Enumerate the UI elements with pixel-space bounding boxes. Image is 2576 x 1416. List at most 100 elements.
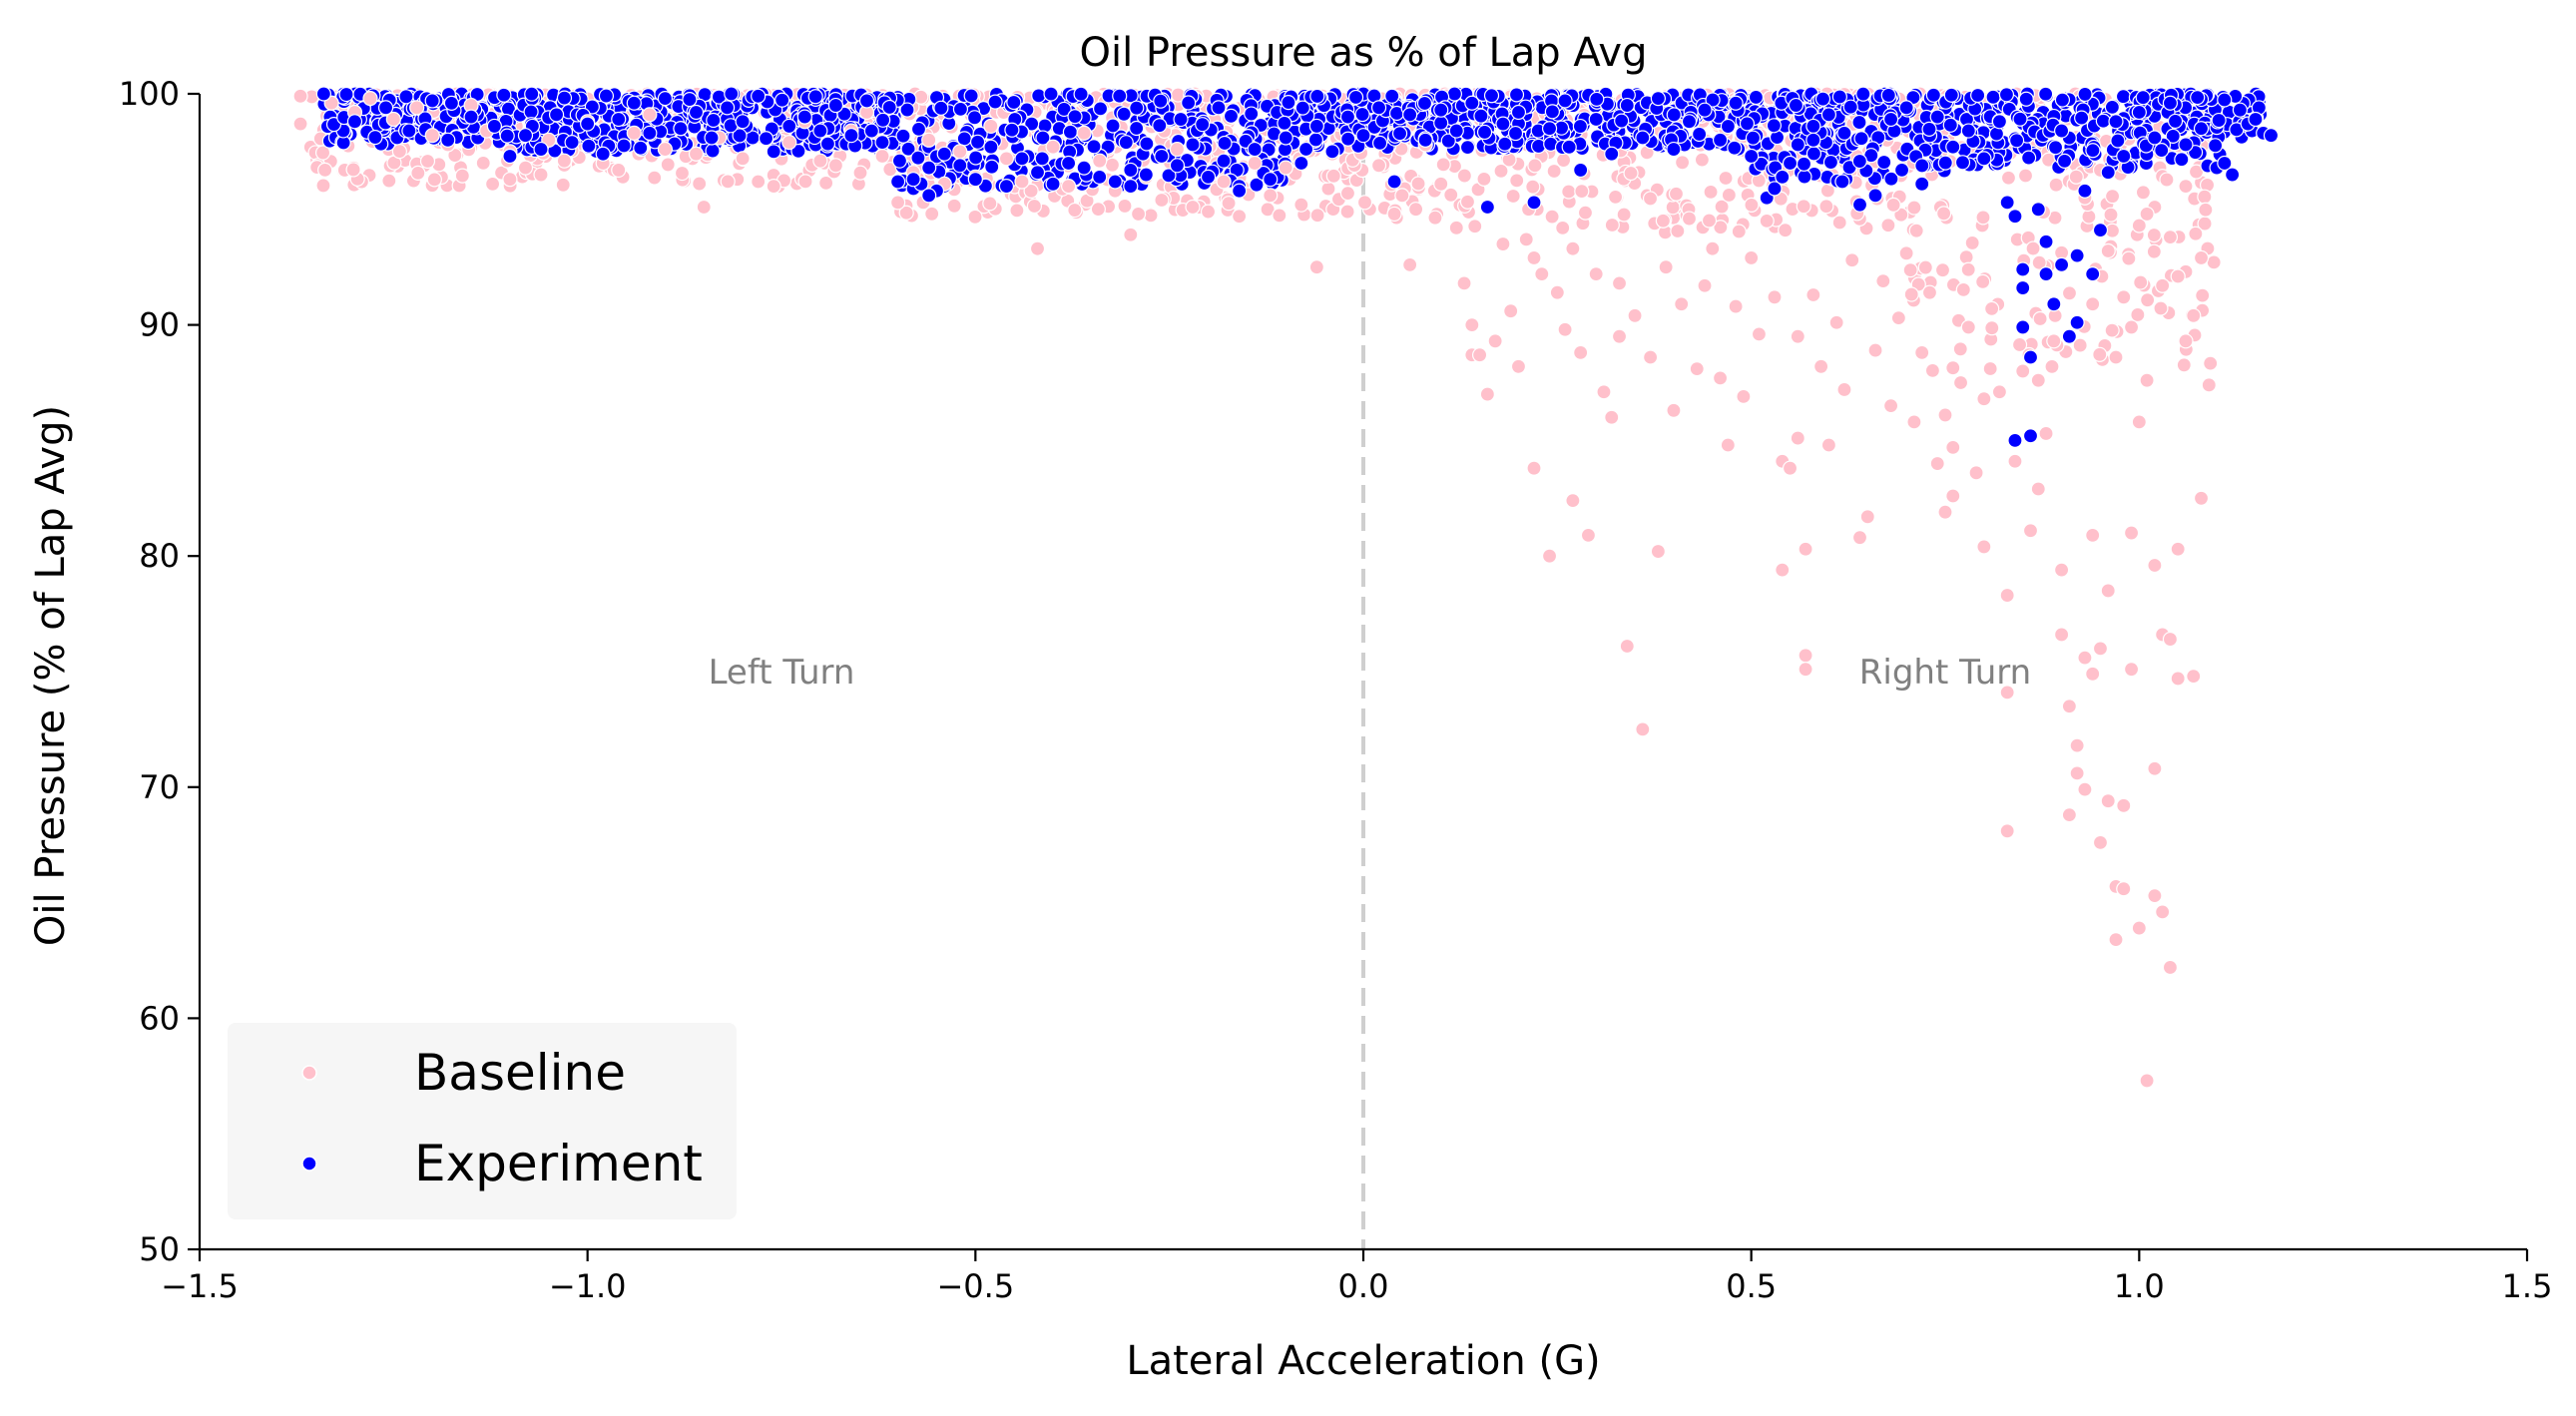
baseline-point [1674, 296, 1690, 312]
baseline-point [1836, 381, 1852, 398]
baseline-point [1906, 414, 1922, 430]
experiment-point [2015, 319, 2031, 335]
experiment-point [895, 128, 911, 144]
baseline-point [2092, 834, 2109, 850]
experiment-point [346, 114, 363, 130]
baseline-point [1527, 158, 1543, 174]
experiment-point [1029, 165, 1046, 181]
experiment-point [1161, 168, 1177, 184]
experiment-point [936, 146, 952, 162]
baseline-point [2044, 358, 2060, 374]
experiment-point [2167, 113, 2184, 130]
baseline-point [1805, 286, 1821, 303]
experiment-point [1720, 118, 1736, 135]
baseline-point [1798, 541, 1813, 557]
baseline-point [1964, 235, 1980, 251]
baseline-point [502, 172, 518, 188]
y-tick-label: 80 [139, 537, 180, 575]
experiment-point [1805, 132, 1821, 148]
experiment-point [1277, 115, 1292, 131]
baseline-point [1479, 386, 1495, 402]
baseline-point [1670, 223, 1686, 239]
experiment-point [1921, 121, 1937, 138]
experiment-point [2022, 349, 2039, 365]
experiment-point [1635, 130, 1651, 146]
baseline-point [2061, 285, 2078, 301]
baseline-point [2133, 274, 2149, 290]
experiment-point [1898, 100, 1914, 116]
baseline-point [1518, 232, 1534, 247]
experiment-point [1138, 167, 1154, 183]
baseline-point [2116, 797, 2132, 813]
baseline-point [475, 155, 491, 171]
baseline-point [2159, 172, 2175, 188]
experiment-point [1604, 146, 1620, 162]
baseline-point [797, 174, 813, 190]
baseline-point [424, 128, 440, 144]
baseline-point [1976, 539, 1992, 555]
baseline-point [2085, 296, 2101, 312]
experiment-point [2069, 314, 2085, 330]
legend-marker-baseline [301, 1065, 317, 1081]
x-axis-label: Lateral Acceleration (G) [1126, 1338, 1600, 1384]
experiment-point [1391, 126, 1408, 142]
baseline-point [1565, 493, 1581, 509]
baseline-point [2116, 881, 2132, 897]
baseline-point [1666, 402, 1682, 418]
baseline-point [1117, 198, 1133, 215]
experiment-point [910, 121, 927, 137]
baseline-points [292, 88, 2217, 1089]
experiment-point [1692, 126, 1708, 143]
experiment-point [732, 128, 748, 144]
experiment-point [910, 150, 926, 166]
baseline-point [924, 206, 940, 222]
experiment-point [1294, 100, 1310, 116]
experiment-point [1508, 87, 1525, 103]
experiment-points [315, 86, 2280, 448]
baseline-point [1714, 199, 1730, 215]
baseline-point [555, 177, 571, 193]
baseline-point [2131, 414, 2147, 430]
x-tick-label: 1.0 [2114, 1267, 2165, 1305]
baseline-point [1200, 204, 1217, 220]
baseline-point [1705, 240, 1721, 256]
experiment-point [1937, 155, 1953, 171]
baseline-point [647, 170, 663, 186]
baseline-point [315, 178, 331, 194]
experiment-point [1650, 91, 1666, 107]
baseline-point [2139, 372, 2155, 388]
baseline-point [454, 168, 470, 184]
experiment-point [1031, 88, 1047, 104]
experiment-point [983, 139, 999, 155]
baseline-point [2147, 760, 2163, 776]
experiment-point [1440, 133, 1456, 149]
baseline-point [720, 174, 736, 190]
baseline-point [1541, 548, 1558, 564]
baseline-point [1459, 194, 1476, 210]
experiment-point [1123, 162, 1139, 179]
experiment-point [2056, 153, 2073, 169]
experiment-point [1354, 106, 1370, 123]
baseline-point [2077, 781, 2093, 797]
experiment-point [1263, 172, 1279, 188]
baseline-point [1867, 342, 1883, 358]
experiment-point [2104, 99, 2120, 115]
baseline-point [642, 107, 658, 123]
experiment-point [1247, 141, 1263, 158]
baseline-point [2048, 177, 2064, 193]
experiment-point [889, 174, 906, 190]
experiment-point [2046, 296, 2062, 312]
baseline-point [1263, 188, 1279, 204]
experiment-point [486, 118, 502, 135]
experiment-point [881, 99, 897, 116]
baseline-point [317, 162, 333, 178]
baseline-point [2153, 300, 2169, 316]
experiment-point [1883, 171, 1899, 187]
experiment-point [921, 188, 937, 204]
experiment-point [966, 110, 983, 126]
experiment-point [1998, 87, 2015, 103]
experiment-point [1139, 136, 1155, 152]
baseline-point [1604, 217, 1620, 234]
baseline-point [1505, 188, 1521, 205]
experiment-point [1006, 94, 1022, 111]
